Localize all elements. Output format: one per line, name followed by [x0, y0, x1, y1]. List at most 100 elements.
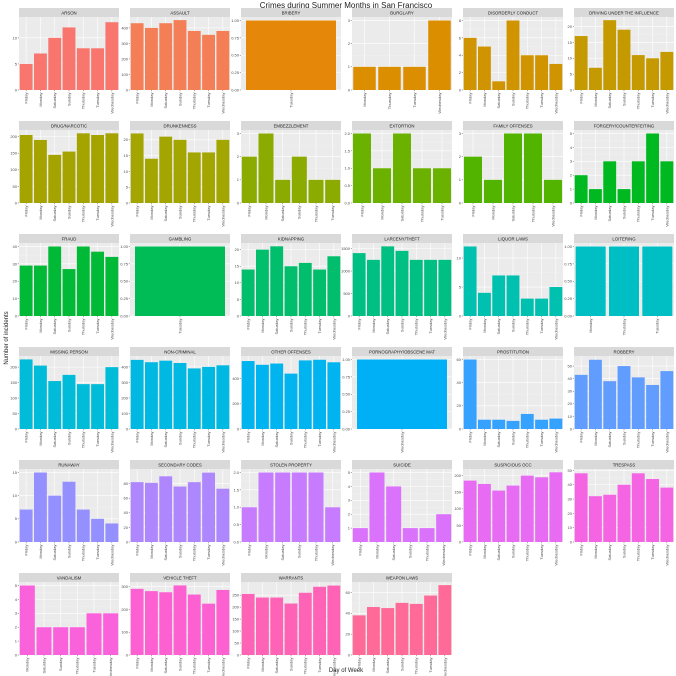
facet-forgery-counterfeiting: FORGERY/COUNTERFEITING 0 1 2 3 4 5 Friday Monday… — [570, 121, 674, 227]
x-tick-label: Saturday — [385, 658, 390, 674]
bar-forgery-counterfeiting-friday — [574, 175, 588, 203]
x-tick-label: Sunday — [621, 206, 626, 220]
y-tick-label: 100 — [232, 628, 239, 633]
bar-missing-person-tuesday — [91, 384, 104, 429]
y-tick-label: 10 — [457, 255, 462, 260]
x-tick-label: Saturday — [274, 658, 279, 674]
x-tick-label: Sunday — [288, 658, 293, 672]
bar-stolen-property-monday — [258, 472, 274, 542]
facet-strip — [574, 234, 674, 243]
x-tick-label: Thursday — [636, 93, 641, 110]
y-tick-label: 150 — [10, 151, 17, 156]
y-tick-label: 0.75 — [120, 261, 129, 266]
bar-arson-wednesday — [105, 22, 119, 90]
x-tick-label: Monday — [260, 658, 265, 672]
x-tick-label: Tuesday — [539, 545, 544, 560]
y-tick-label: 400 — [121, 25, 128, 30]
y-tick-label: 10 — [568, 56, 573, 61]
y-tick-label: 4 — [570, 145, 573, 150]
x-tick-label: Tuesday — [439, 206, 444, 221]
facet-strip — [352, 573, 452, 582]
x-tick-label: Tuesday — [650, 93, 655, 108]
x-tick-label: Monday — [263, 206, 268, 220]
panel-background — [241, 130, 341, 203]
y-tick-label: 1.5 — [344, 148, 350, 153]
facet-strip — [241, 8, 341, 17]
x-tick-label: Friday — [24, 432, 29, 443]
panel-background — [352, 469, 452, 542]
bar-larceny-theft-tuesday — [424, 259, 437, 316]
bar-extortion-monday — [373, 168, 391, 203]
x-tick-label: Tuesday — [650, 206, 655, 221]
facet-strip — [463, 121, 563, 130]
y-tick-label: 3 — [459, 131, 462, 136]
bar-forgery-counterfeiting-sunday — [617, 189, 631, 203]
facet-strip — [241, 347, 341, 356]
y-tick-label: 3 — [15, 611, 18, 616]
bar-weapon-laws-tuesday — [424, 595, 437, 655]
y-tick-label: 0 — [237, 652, 240, 657]
y-tick-label: 0 — [126, 652, 129, 657]
x-tick-label: Wednesday — [553, 545, 558, 566]
x-tick-label: Monday — [38, 93, 43, 107]
bar-liquor-laws-friday — [463, 246, 477, 316]
bar-fraud-friday — [19, 265, 33, 316]
x-tick-label: Thursday — [387, 93, 392, 110]
x-tick-label: Wednesday — [553, 319, 558, 340]
y-tick-label: 0 — [15, 652, 18, 657]
bar-disorderly-conduct-saturday — [492, 81, 506, 90]
bar-suspicious-occ-friday — [463, 480, 477, 542]
bar-larceny-theft-saturday — [381, 246, 395, 316]
bar-liquor-laws-saturday — [492, 275, 506, 316]
y-tick-label: 20 — [568, 24, 573, 29]
y-tick-label: 1.5 — [233, 487, 239, 492]
bar-prostitution-thursday — [520, 413, 534, 429]
facet-title: SUSPICIOUS OCC — [494, 462, 531, 467]
y-tick-label: 1.00 — [564, 244, 573, 249]
bar-assault-tuesday — [202, 34, 215, 90]
bar-secondary-codes-sunday — [173, 486, 187, 542]
bar-disorderly-conduct-friday — [463, 37, 477, 90]
bar-warrants-saturday — [270, 597, 284, 655]
bar-trespass-saturday — [603, 494, 617, 542]
x-tick-label: Thursday — [525, 319, 530, 336]
facet-title: EMBEZZLEMENT — [274, 123, 309, 128]
bar-pornography-obscene-mat-wednesday — [357, 359, 447, 429]
y-tick-label: 150 — [454, 490, 461, 495]
x-tick-label: Monday — [490, 206, 495, 220]
y-tick-label: 15 — [124, 153, 129, 158]
facet-weapon-laws: WEAPON LAWS 0 20 40 60 Friday Monday Saturday Su… — [346, 573, 452, 676]
x-tick-label: Monday — [593, 206, 598, 220]
y-tick-label: 100 — [10, 395, 17, 400]
facet-gambling: GAMBLING 0.00 0.25 0.50 0.75 1.00 Tuesday — [120, 234, 230, 334]
facet-title: OTHER OFFENSES — [271, 349, 311, 354]
x-tick-label: Saturday — [52, 545, 57, 561]
bar-robbery-friday — [574, 374, 588, 429]
x-tick-label: Tuesday — [650, 432, 655, 447]
y-tick-label: 1.0 — [344, 166, 350, 171]
x-tick-label: Tuesday — [539, 319, 544, 334]
x-axis-label: Day of Week — [329, 668, 364, 674]
bar-disorderly-conduct-thursday — [520, 55, 534, 90]
bar-embezzlement-monday — [258, 133, 274, 203]
facet-assault: ASSAULT 0 100 200 300 400 Friday Monday Saturday… — [121, 8, 230, 114]
bar-secondary-codes-wednesday — [216, 488, 230, 542]
x-tick-label: Monday — [38, 545, 43, 559]
x-tick-label: Sunday — [621, 432, 626, 446]
bar-driving-under-the-influence-tuesday — [646, 58, 659, 90]
x-tick-label: Monday — [149, 93, 154, 107]
x-tick-label: Saturday — [496, 545, 501, 561]
bar-gambling-tuesday — [135, 246, 225, 316]
y-tick-label: 2 — [459, 70, 462, 75]
y-tick-label: 200 — [10, 134, 17, 139]
y-tick-label: 10 — [568, 525, 573, 530]
facet-strip — [574, 460, 674, 469]
x-tick-label: Sunday — [177, 432, 182, 446]
bar-forgery-counterfeiting-thursday — [631, 161, 645, 203]
x-tick-label: Monday — [593, 545, 598, 559]
bar-prostitution-sunday — [506, 420, 520, 429]
bar-suicide-thursday — [419, 528, 435, 542]
bar-fraud-saturday — [48, 246, 62, 316]
x-tick-label: Sunday — [58, 658, 63, 672]
